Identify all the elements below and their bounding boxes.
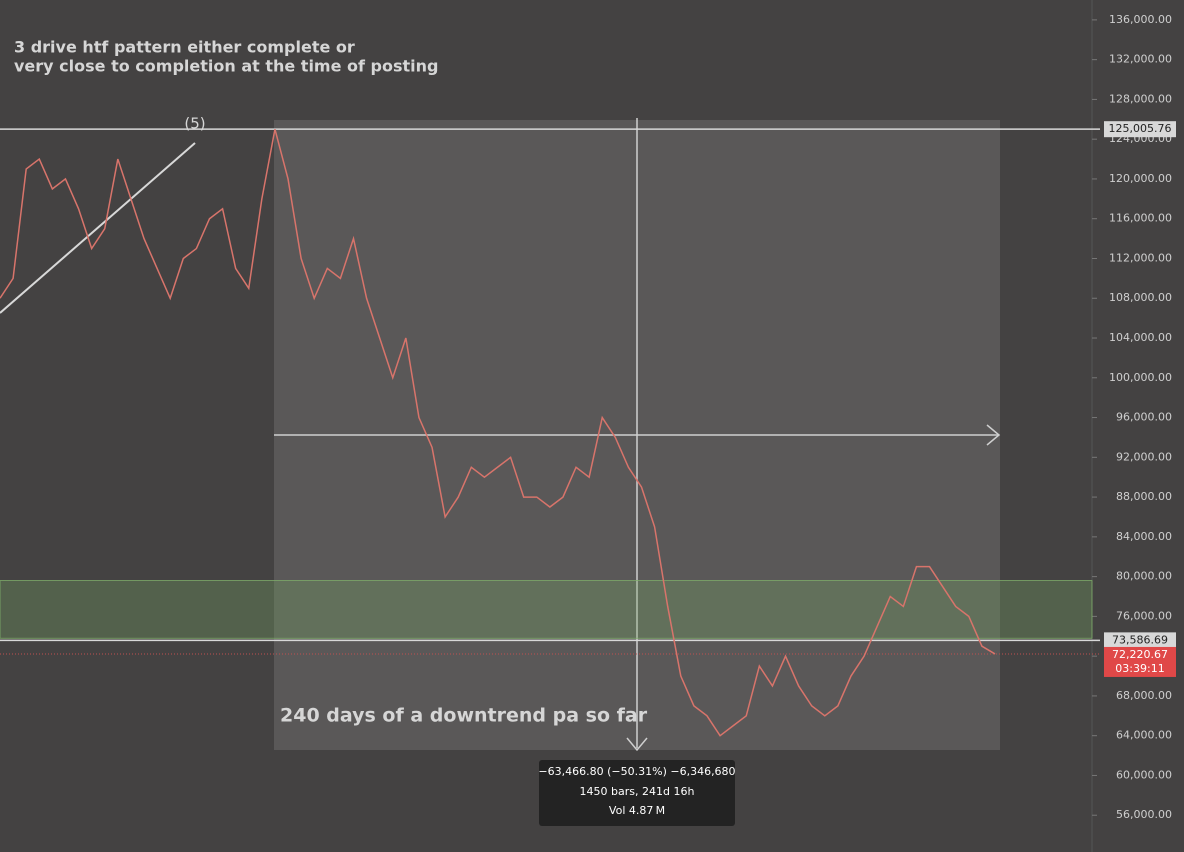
annotation: very close to completion at the time of … (14, 57, 438, 76)
plot: 56,000.0060,000.0064,000.0068,000.0072,0… (0, 13, 1176, 821)
y-tick-label: 56,000.00 (1116, 808, 1172, 821)
y-tick-label: 120,000.00 (1109, 172, 1172, 185)
price-label-bg (1104, 646, 1176, 677)
zone (0, 580, 1093, 639)
y-tick-label: 64,000.00 (1116, 729, 1172, 742)
y-tick-label: 132,000.00 (1109, 53, 1172, 66)
y-tick-label: 76,000.00 (1116, 609, 1172, 622)
y-tick-label: 100,000.00 (1109, 371, 1172, 384)
price-label-bg (1104, 121, 1176, 138)
y-tick-label: 108,000.00 (1109, 291, 1172, 304)
y-tick-label: 84,000.00 (1116, 530, 1172, 543)
measure-text: Vol 4.87 M (609, 804, 665, 817)
price-label-bg (1104, 632, 1176, 649)
y-tick-label: 88,000.00 (1116, 490, 1172, 503)
range-note: 240 days of a downtrend pa so far (280, 705, 648, 727)
wave-label: (5) (184, 115, 205, 133)
arrow-head (986, 424, 1001, 446)
y-tick-label: 92,000.00 (1116, 450, 1172, 463)
trend-line (0, 142, 196, 314)
price-label: 125,005.76 (1109, 122, 1172, 135)
countdown: 03:39:11 (1115, 662, 1164, 675)
y-tick-label: 80,000.00 (1116, 570, 1172, 583)
arrow-head (626, 737, 648, 752)
measure-text: −63,466.80 (−50.31%) −6,346,680 (538, 765, 735, 778)
y-tick-label: 136,000.00 (1109, 13, 1172, 26)
y-tick-label: 112,000.00 (1109, 251, 1172, 264)
y-tick-label: 116,000.00 (1109, 212, 1172, 225)
y-tick-label: 96,000.00 (1116, 411, 1172, 424)
measure-text: 1450 bars, 241d 16h (580, 785, 695, 798)
annotation: 3 drive htf pattern either complete or (14, 38, 355, 57)
price-label: 72,220.67 (1112, 648, 1168, 661)
price-label: 73,586.69 (1112, 633, 1168, 646)
price-line (0, 129, 996, 737)
y-tick-label: 128,000.00 (1109, 92, 1172, 105)
y-tick-label: 68,000.00 (1116, 689, 1172, 702)
measure-box (539, 760, 735, 826)
y-tick-label: 104,000.00 (1109, 331, 1172, 344)
y-tick-label: 60,000.00 (1116, 768, 1172, 781)
